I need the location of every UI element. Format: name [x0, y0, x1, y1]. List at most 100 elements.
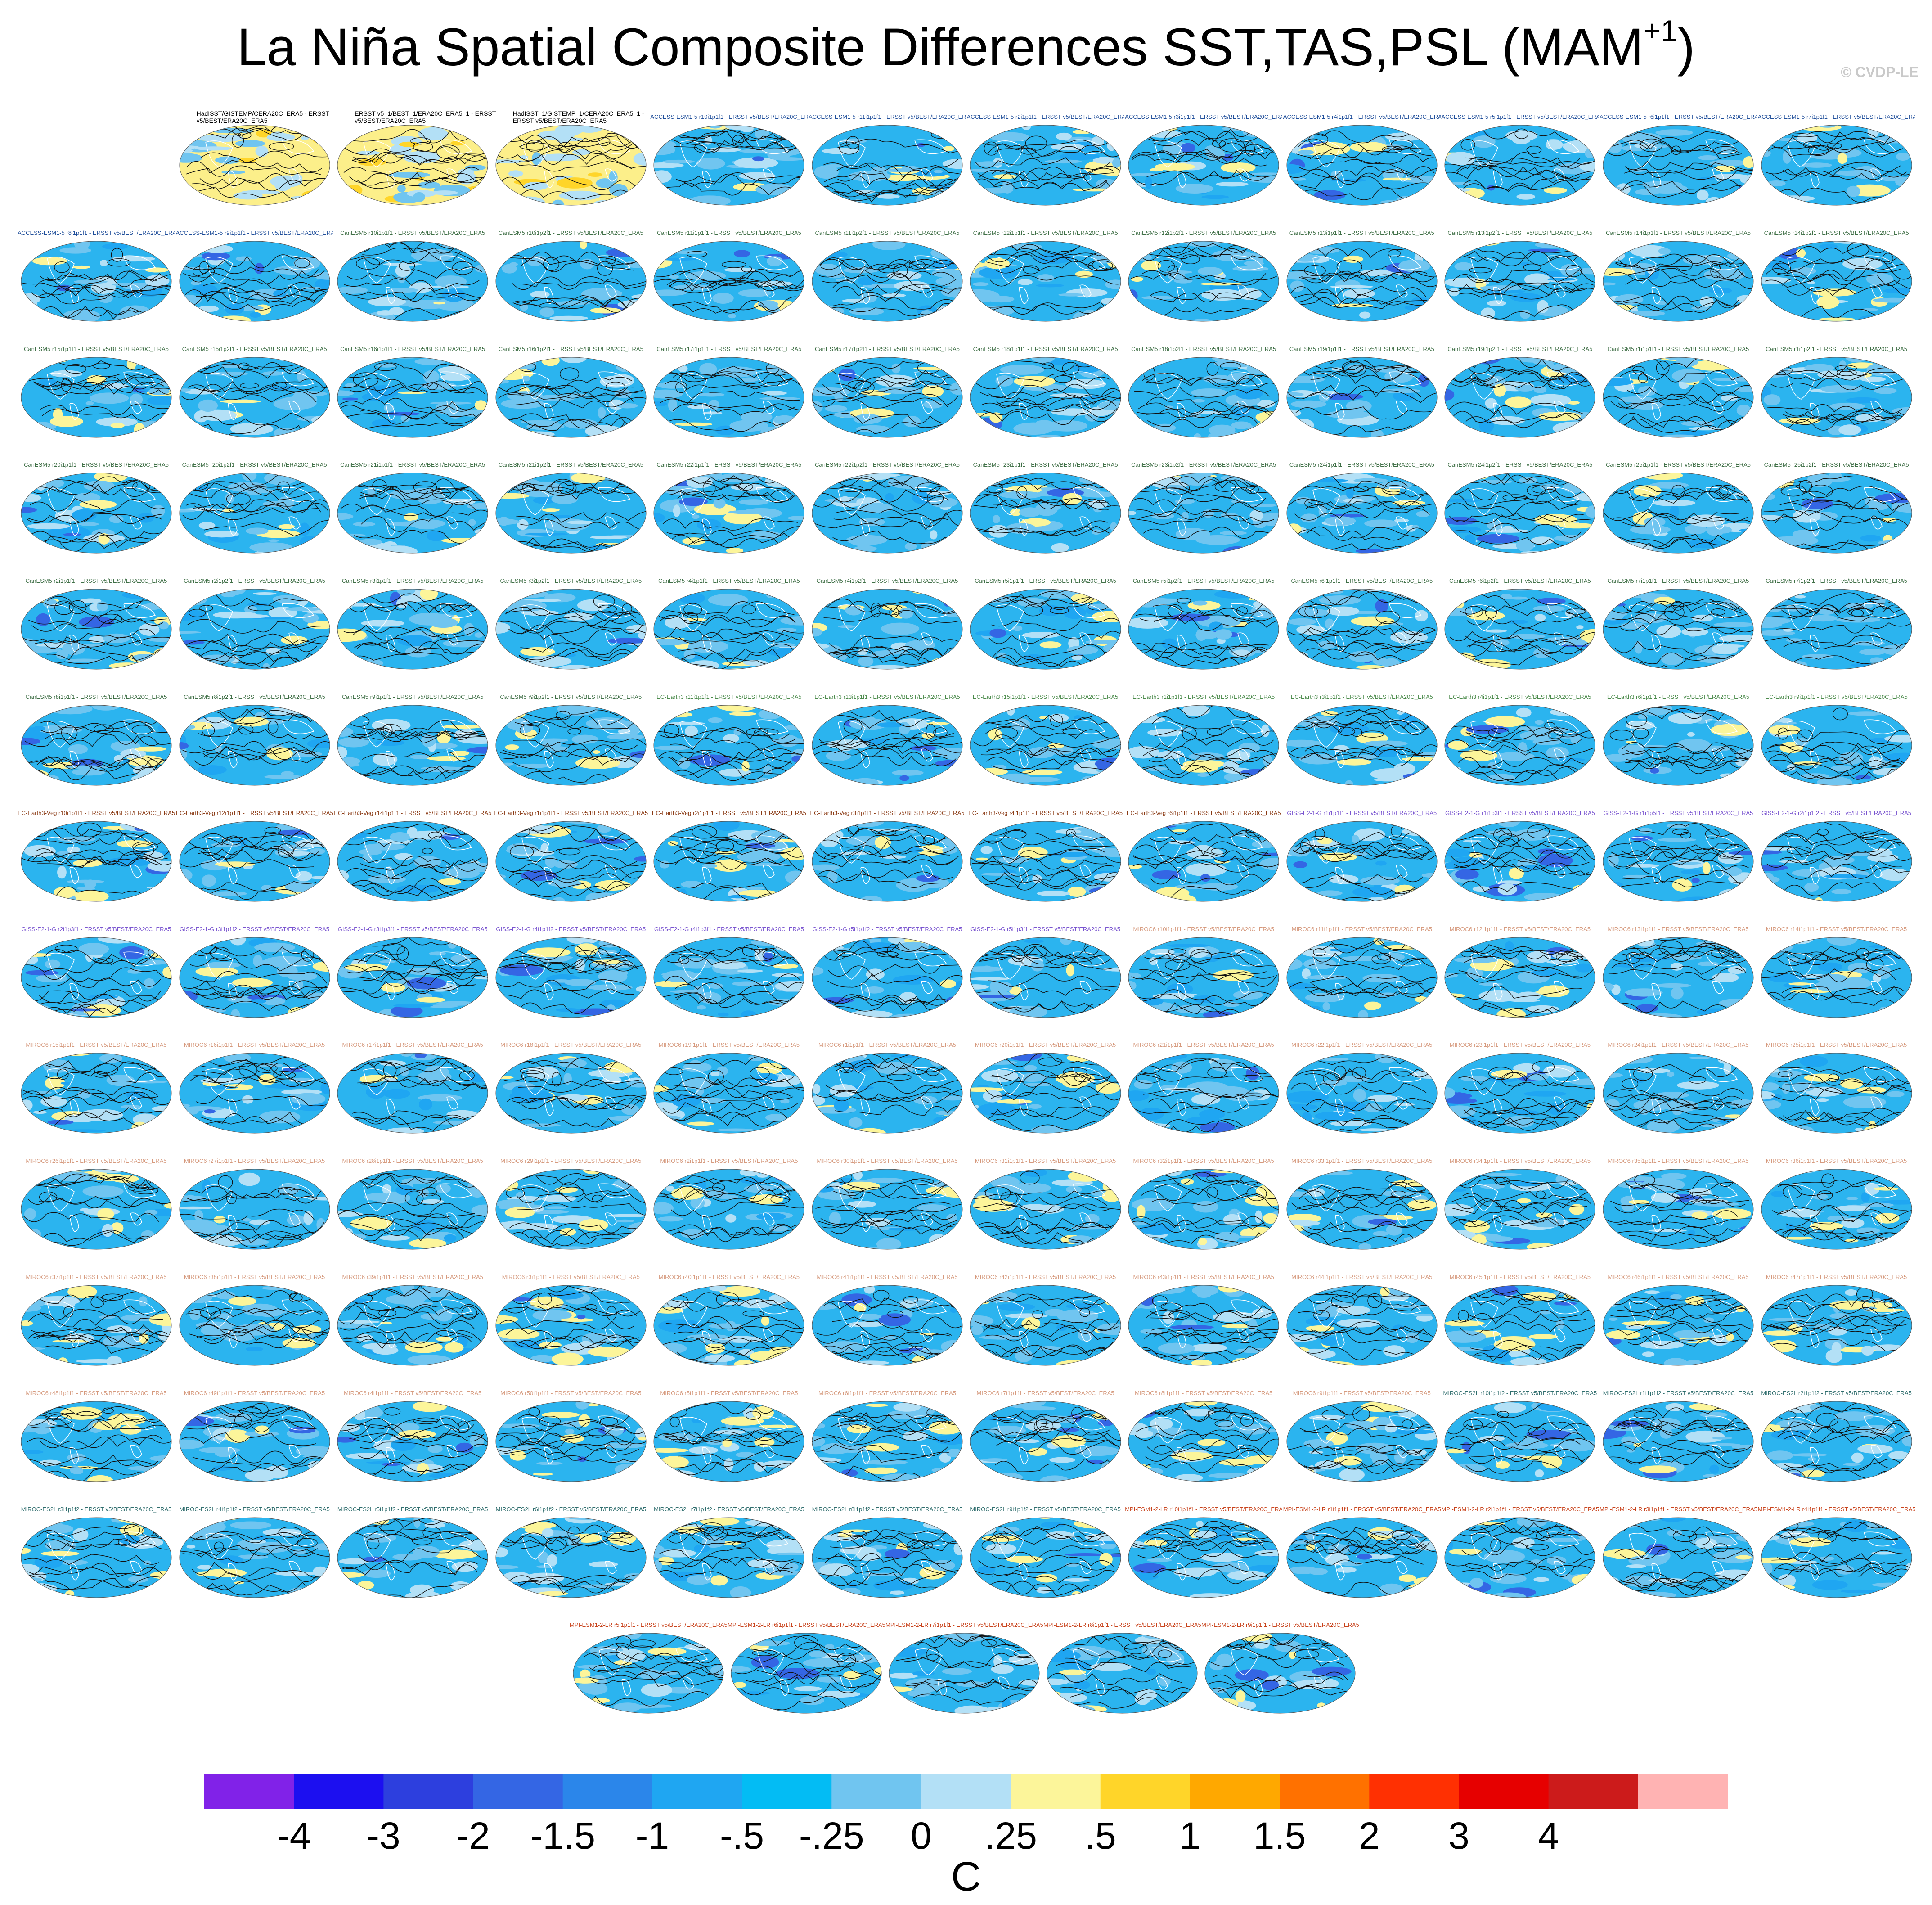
panel-map: [1286, 125, 1438, 206]
panel-title: MIROC6 r25i1p1f1 - ERSST v5/BEST/ERA20C_…: [1766, 1041, 1907, 1049]
panel-map: [1444, 241, 1595, 322]
panel-map: [812, 357, 963, 438]
panel-map: [812, 1053, 963, 1134]
panel-map: [1286, 1053, 1438, 1134]
panel-title: MIROC-ES2L r4i1p1f2 - ERSST v5/BEST/ERA2…: [179, 1505, 330, 1513]
panel-title: CanESM5 r15i1p1f1 - ERSST v5/BEST/ERA20C…: [23, 345, 169, 352]
panel-title: MIROC6 r49i1p1f1 - ERSST v5/BEST/ERA20C_…: [184, 1389, 325, 1396]
colorbar-tick-label: -.5: [720, 1815, 764, 1857]
panel-title: MIROC6 r27i1p1f1 - ERSST v5/BEST/ERA20C_…: [184, 1157, 325, 1165]
panel-title: HadISST_1/GISTEMP_1/CERA20C_ERA5_1 - ERS…: [512, 110, 644, 124]
panel-map: [970, 705, 1121, 786]
panel-map: [21, 241, 172, 322]
panel-title: GISS-E2-1-G r5i1p1f2 - ERSST v5/BEST/ERA…: [812, 925, 962, 932]
panel-map: [1128, 125, 1279, 206]
panel-map: [337, 1285, 488, 1366]
colorbar-swatch: [742, 1774, 832, 1809]
panel-map: [179, 1169, 330, 1250]
panel-title: MIROC6 r21i1p1f1 - ERSST v5/BEST/ERA20C_…: [1133, 1041, 1274, 1049]
panel-map: [812, 125, 963, 206]
panel-map: [21, 821, 172, 902]
panel-map: [1128, 1517, 1279, 1598]
panel-map: [495, 357, 647, 438]
panel-map: [179, 1401, 330, 1482]
panel-map: [653, 241, 804, 322]
panel-map: [653, 357, 804, 438]
panel-map: [495, 1401, 647, 1482]
panel-title: MIROC6 r43i1p1f1 - ERSST v5/BEST/ERA20C_…: [1133, 1274, 1274, 1280]
panel-map: [970, 1285, 1121, 1366]
panel-title: CanESM5 r25i1p1f1 - ERSST v5/BEST/ERA20C…: [1605, 461, 1751, 468]
panel-title: MIROC6 r24i1p1f1 - ERSST v5/BEST/ERA20C_…: [1608, 1041, 1749, 1049]
panel-title: MIROC6 r41i1p1f1 - ERSST v5/BEST/ERA20C_…: [817, 1274, 958, 1280]
panel-map: [1128, 1169, 1279, 1250]
panel-title: EC-Earth3-Veg r12i1p1f1 - ERSST v5/BEST/…: [175, 809, 333, 816]
panel-title: MIROC6 r9i1p1f1 - ERSST v5/BEST/ERA20C_E…: [1293, 1389, 1431, 1396]
panel-title: MIROC6 r40i1p1f1 - ERSST v5/BEST/ERA20C_…: [658, 1274, 800, 1280]
panel-map: [495, 241, 647, 322]
panel-map: [970, 1053, 1121, 1134]
panel-title: MIROC6 r7i1p1f1 - ERSST v5/BEST/ERA20C_E…: [976, 1389, 1114, 1396]
panel-map: [812, 241, 963, 322]
panel-title: CanESM5 r7i1p1f1 - ERSST v5/BEST/ERA20C_…: [1607, 577, 1749, 585]
panel-map: [1444, 473, 1595, 554]
panel-map: [812, 1401, 963, 1482]
panel-title: MIROC6 r3i1p1f1 - ERSST v5/BEST/ERA20C_E…: [502, 1274, 640, 1280]
panel-map: [1761, 1285, 1912, 1366]
panel-title: CanESM5 r17i1p2f1 - ERSST v5/BEST/ERA20C…: [814, 345, 960, 352]
panel-map: [21, 937, 172, 1018]
panel-map: [1603, 1401, 1754, 1482]
colorbar-swatch: [1100, 1774, 1191, 1809]
panel-title: CanESM5 r20i1p2f1 - ERSST v5/BEST/ERA20C…: [182, 461, 327, 468]
panel-title: GISS-E2-1-G r1i1p5f1 - ERSST v5/BEST/ERA…: [1603, 809, 1753, 816]
panel-title: MIROC-ES2L r8i1p1f2 - ERSST v5/BEST/ERA2…: [812, 1505, 963, 1513]
colorbar-tick-label: 1: [1180, 1815, 1201, 1857]
colorbar-tick-label: -1.5: [530, 1815, 595, 1857]
panel-title: MIROC6 r45i1p1f1 - ERSST v5/BEST/ERA20C_…: [1449, 1274, 1591, 1280]
panel-title: ACCESS-ESM1-5 r11i1p1f1 - ERSST v5/BEST/…: [809, 113, 966, 120]
panel-title: CanESM5 r18i1p2f1 - ERSST v5/BEST/ERA20C…: [1131, 345, 1276, 352]
panel-title: CanESM5 r19i1p2f1 - ERSST v5/BEST/ERA20C…: [1447, 345, 1593, 352]
colorbar-swatch: [1011, 1774, 1101, 1809]
panel-map: [495, 937, 647, 1018]
panel-map: [1444, 125, 1595, 206]
panel-map: [1444, 1285, 1595, 1366]
panel-map: [1286, 357, 1438, 438]
panel-title: CanESM5 r3i1p2f1 - ERSST v5/BEST/ERA20C_…: [500, 577, 642, 585]
panel-map: [1761, 821, 1912, 902]
panel-title: MIROC-ES2L r9i1p1f2 - ERSST v5/BEST/ERA2…: [970, 1505, 1121, 1513]
panel-title: CanESM5 r6i1p2f1 - ERSST v5/BEST/ERA20C_…: [1449, 577, 1591, 585]
panel-title: MIROC6 r4i1p1f1 - ERSST v5/BEST/ERA20C_E…: [344, 1389, 482, 1396]
panel-map: [653, 473, 804, 554]
panel-map: [179, 1517, 330, 1598]
panel-title: GISS-E2-1-G r3i1p3f1 - ERSST v5/BEST/ERA…: [337, 925, 488, 932]
panel-title: CanESM5 r1i1p1f1 - ERSST v5/BEST/ERA20C_…: [1607, 345, 1749, 352]
panel-title: MIROC-ES2L r3i1p1f2 - ERSST v5/BEST/ERA2…: [21, 1505, 172, 1513]
panel-title: EC-Earth3 r11i1p1f1 - ERSST v5/BEST/ERA2…: [656, 694, 802, 700]
panel-title: GISS-E2-1-G r3i1p1f2 - ERSST v5/BEST/ERA…: [180, 925, 330, 932]
panel-map: [653, 1401, 804, 1482]
colorbar-tick-label: -.25: [799, 1815, 864, 1857]
panel-title: MPI-ESM1-2-LR r8i1p1f1 - ERSST v5/BEST/E…: [1043, 1621, 1201, 1629]
panel-title: CanESM5 r16i1p1f1 - ERSST v5/BEST/ERA20C…: [340, 345, 485, 352]
panel-title: MPI-ESM1-2-LR r1i1p1f1 - ERSST v5/BEST/E…: [1283, 1505, 1441, 1513]
panel-title: CanESM5 r13i1p1f1 - ERSST v5/BEST/ERA20C…: [1289, 229, 1434, 236]
panel-map: [179, 357, 330, 438]
panel-map: [812, 589, 963, 670]
panel-title: MIROC6 r20i1p1f1 - ERSST v5/BEST/ERA20C_…: [975, 1041, 1116, 1049]
panel-title: EC-Earth3 r6i1p1f1 - ERSST v5/BEST/ERA20…: [1607, 694, 1750, 700]
panel-map: [337, 1053, 488, 1134]
panel-title: HadISST/GISTEMP/CERA20C_ERA5 - ERSST v5/…: [196, 110, 329, 124]
panel-title: MIROC6 r42i1p1f1 - ERSST v5/BEST/ERA20C_…: [975, 1274, 1116, 1280]
panel-title: MIROC6 r50i1p1f1 - ERSST v5/BEST/ERA20C_…: [500, 1389, 642, 1396]
panel-map: [812, 473, 963, 554]
panel-map: [179, 937, 330, 1018]
panel-title: CanESM5 r9i1p2f1 - ERSST v5/BEST/ERA20C_…: [500, 694, 642, 700]
panel-map: [731, 1633, 882, 1714]
colorbar-tick-label: .5: [1085, 1815, 1116, 1857]
panel-title: CanESM5 r24i1p2f1 - ERSST v5/BEST/ERA20C…: [1447, 461, 1593, 468]
panel-title: MIROC6 r12i1p1f1 - ERSST v5/BEST/ERA20C_…: [1449, 925, 1591, 932]
panel-map: [1444, 589, 1595, 670]
figure-title: La Niña Spatial Composite Differences SS…: [0, 14, 1932, 78]
panel-map: [1603, 589, 1754, 670]
